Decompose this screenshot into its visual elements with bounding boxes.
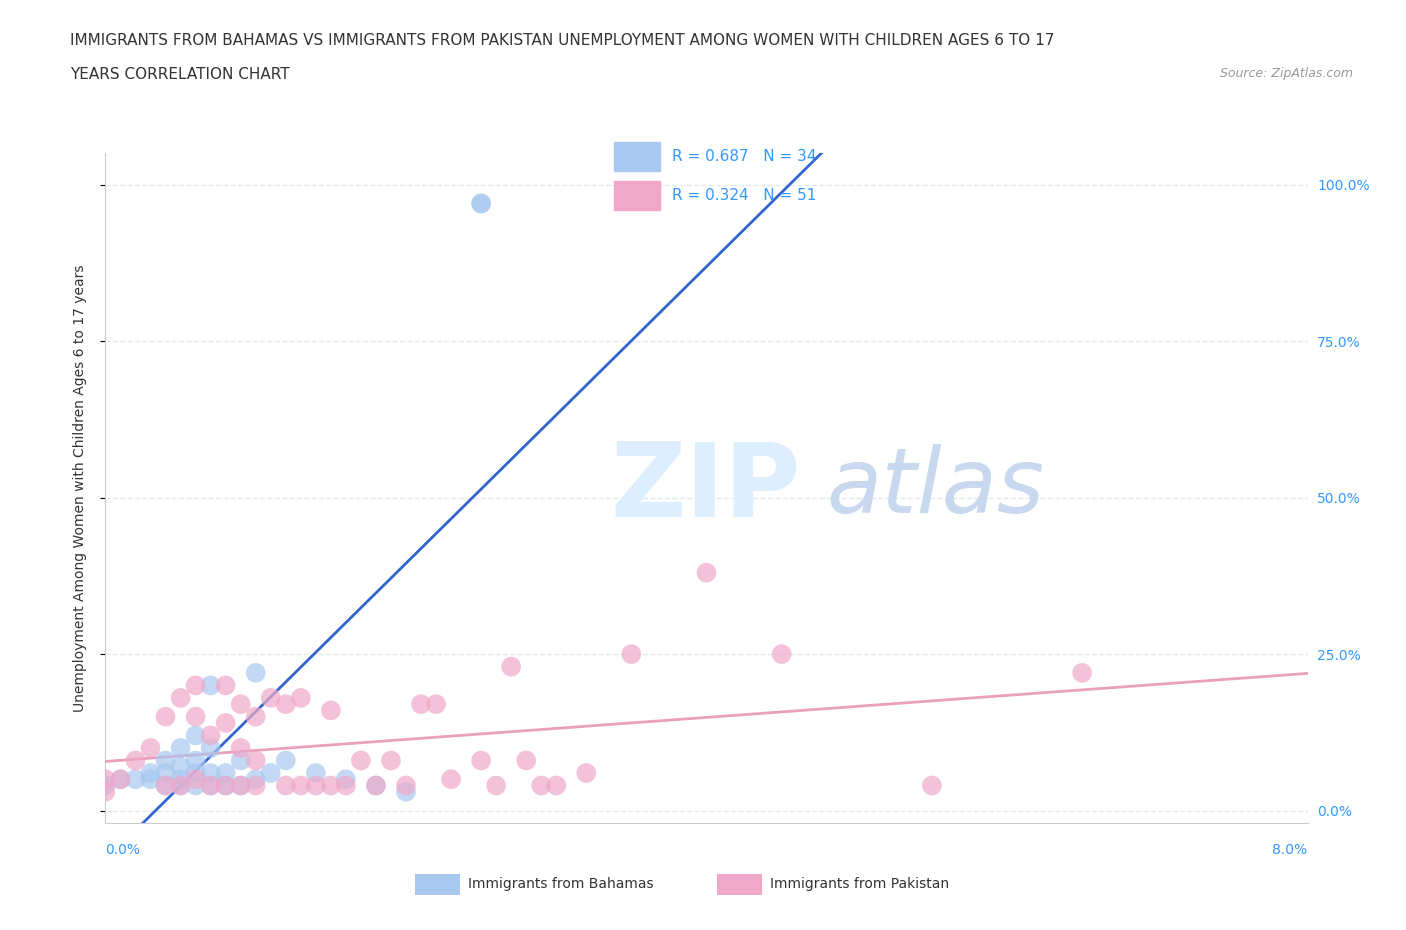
Point (274, 697, 297, 711)
Point (139, 765, 162, 780)
Text: R = 0.687   N = 34: R = 0.687 N = 34 (672, 149, 817, 164)
Point (546, 778, 568, 793)
Point (575, 765, 598, 780)
Point (169, 759, 191, 774)
Point (260, 765, 283, 780)
Point (124, 753, 146, 768)
Point (470, 196, 492, 211)
Point (200, 678, 222, 693)
Point (245, 710, 267, 724)
Point (94, 784, 117, 799)
Point (229, 778, 252, 793)
Point (305, 765, 328, 780)
Point (200, 728, 222, 743)
Point (155, 778, 177, 793)
Point (274, 753, 297, 768)
Point (110, 772, 132, 787)
Point (184, 778, 207, 793)
Point (200, 778, 222, 793)
Point (319, 703, 342, 718)
Point (501, 659, 523, 674)
Point (350, 753, 373, 768)
Point (200, 740, 222, 755)
Point (530, 778, 553, 793)
Point (169, 778, 191, 793)
Point (139, 772, 162, 787)
Point (155, 710, 177, 724)
Point (184, 710, 207, 724)
Point (229, 697, 252, 711)
Point (229, 740, 252, 755)
Point (94, 772, 117, 787)
Point (184, 753, 207, 768)
Point (696, 565, 718, 580)
Point (169, 690, 191, 705)
Point (155, 778, 177, 793)
Point (214, 678, 236, 693)
Point (335, 778, 357, 793)
Point (184, 678, 207, 693)
Point (395, 784, 418, 799)
Point (440, 772, 463, 787)
Point (214, 765, 236, 780)
Point (214, 778, 236, 793)
Point (155, 753, 177, 768)
Point (425, 697, 447, 711)
Point (260, 690, 283, 705)
Text: R = 0.324   N = 51: R = 0.324 N = 51 (672, 188, 817, 203)
Point (200, 765, 222, 780)
Point (214, 715, 236, 730)
Text: Source: ZipAtlas.com: Source: ZipAtlas.com (1219, 67, 1353, 80)
Point (245, 778, 267, 793)
Point (245, 772, 267, 787)
Y-axis label: Unemployment Among Women with Children Ages 6 to 17 years: Unemployment Among Women with Children A… (73, 264, 87, 712)
Point (921, 778, 943, 793)
Point (110, 772, 132, 787)
Point (485, 778, 508, 793)
Point (1071, 666, 1094, 681)
Point (169, 778, 191, 793)
Point (229, 753, 252, 768)
Bar (614, 181, 659, 210)
Point (139, 740, 162, 755)
Text: 0.0%: 0.0% (105, 843, 141, 857)
Point (274, 778, 297, 793)
Point (395, 778, 418, 793)
Point (184, 728, 207, 743)
Point (770, 646, 793, 661)
Point (169, 740, 191, 755)
Point (155, 765, 177, 780)
Point (319, 778, 342, 793)
Point (515, 753, 537, 768)
Text: ZIP: ZIP (610, 438, 801, 538)
Point (290, 778, 312, 793)
Point (184, 765, 207, 780)
Point (620, 646, 643, 661)
Point (94, 778, 117, 793)
Point (380, 753, 402, 768)
Point (364, 778, 387, 793)
Point (335, 772, 357, 787)
Text: 8.0%: 8.0% (1272, 843, 1308, 857)
Text: atlas: atlas (827, 445, 1045, 532)
Point (245, 753, 267, 768)
Point (184, 772, 207, 787)
Point (169, 772, 191, 787)
Text: Immigrants from Pakistan: Immigrants from Pakistan (770, 877, 949, 892)
Text: YEARS CORRELATION CHART: YEARS CORRELATION CHART (70, 67, 290, 82)
Point (229, 778, 252, 793)
Point (290, 690, 312, 705)
Point (305, 778, 328, 793)
Point (200, 778, 222, 793)
Text: IMMIGRANTS FROM BAHAMAS VS IMMIGRANTS FROM PAKISTAN UNEMPLOYMENT AMONG WOMEN WIT: IMMIGRANTS FROM BAHAMAS VS IMMIGRANTS FR… (70, 33, 1054, 48)
Point (245, 666, 267, 681)
Point (124, 772, 146, 787)
Point (470, 753, 492, 768)
Point (214, 778, 236, 793)
Point (364, 778, 387, 793)
Text: Immigrants from Bahamas: Immigrants from Bahamas (468, 877, 654, 892)
Point (470, 196, 492, 211)
Bar (614, 141, 659, 170)
Point (409, 697, 432, 711)
